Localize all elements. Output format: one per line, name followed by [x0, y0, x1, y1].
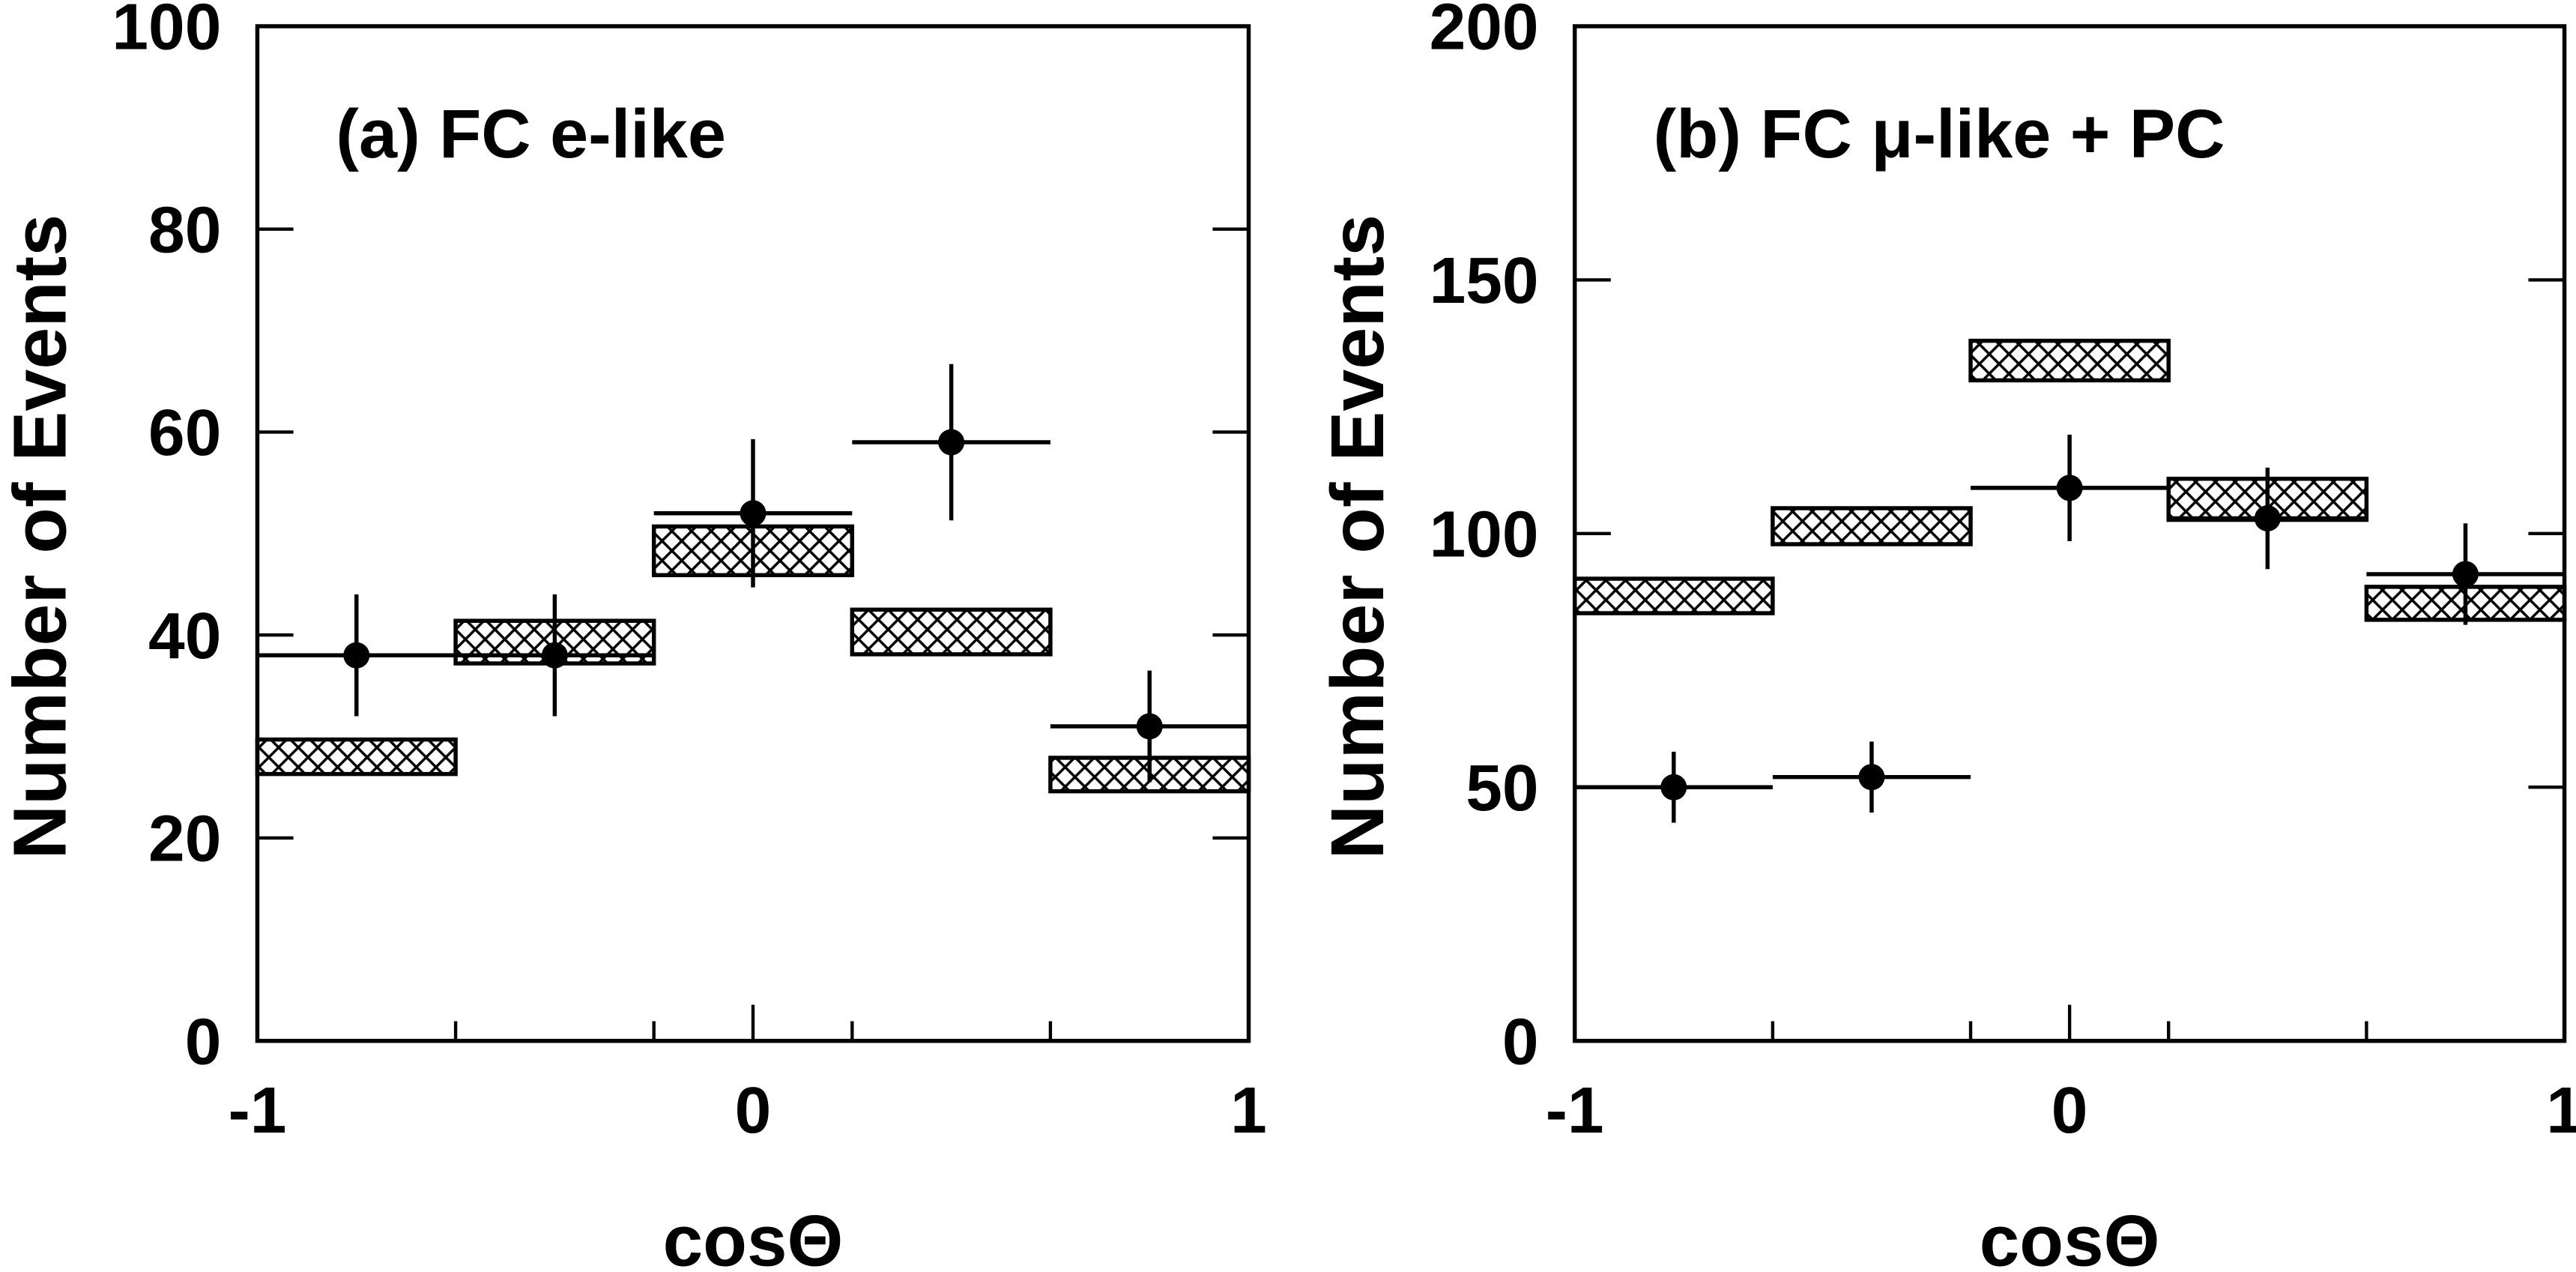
panel-title: (a) FC e-like	[336, 96, 725, 172]
x-tick-label: 0	[735, 1073, 772, 1147]
data-point	[343, 642, 370, 669]
y-tick-label: 60	[148, 396, 221, 469]
y-tick-label: 50	[1466, 751, 1538, 825]
x-tick-label: -1	[229, 1073, 287, 1147]
data-point	[2056, 474, 2083, 501]
x-tick-label: 0	[2052, 1073, 2088, 1147]
y-tick-label: 80	[148, 193, 221, 266]
data-point	[1136, 713, 1163, 740]
y-tick-label: 20	[148, 802, 221, 875]
prediction-box	[1771, 506, 1973, 546]
y-axis-label: Number of Events	[1316, 214, 1400, 860]
y-tick-label: 100	[112, 0, 221, 64]
data-point	[938, 429, 965, 456]
y-tick-label: 40	[148, 599, 221, 672]
x-tick-label: -1	[1546, 1073, 1604, 1147]
y-tick-label: 100	[1430, 497, 1539, 570]
y-tick-label: 0	[1502, 1004, 1539, 1078]
prediction-box	[255, 737, 458, 777]
data-point	[740, 500, 767, 527]
y-tick-label: 200	[1430, 0, 1539, 64]
x-tick-label: 1	[1230, 1073, 1267, 1147]
y-tick-label: 150	[1430, 244, 1539, 317]
data-point	[1858, 764, 1885, 791]
panel-title: (b) FC μ-like + PC	[1654, 96, 2225, 172]
x-axis-label: cosΘ	[1980, 1201, 2160, 1272]
prediction-box	[1968, 338, 2171, 383]
prediction-box	[1572, 576, 1775, 615]
y-axis-label: Number of Events	[0, 214, 82, 860]
data-point	[541, 642, 568, 669]
data-point	[2254, 505, 2281, 532]
y-tick-label: 0	[185, 1004, 222, 1078]
x-tick-label: 1	[2546, 1073, 2576, 1147]
prediction-box	[850, 607, 1053, 657]
x-axis-label: cosΘ	[663, 1201, 844, 1272]
data-point	[2452, 561, 2479, 588]
data-point	[1660, 774, 1687, 801]
